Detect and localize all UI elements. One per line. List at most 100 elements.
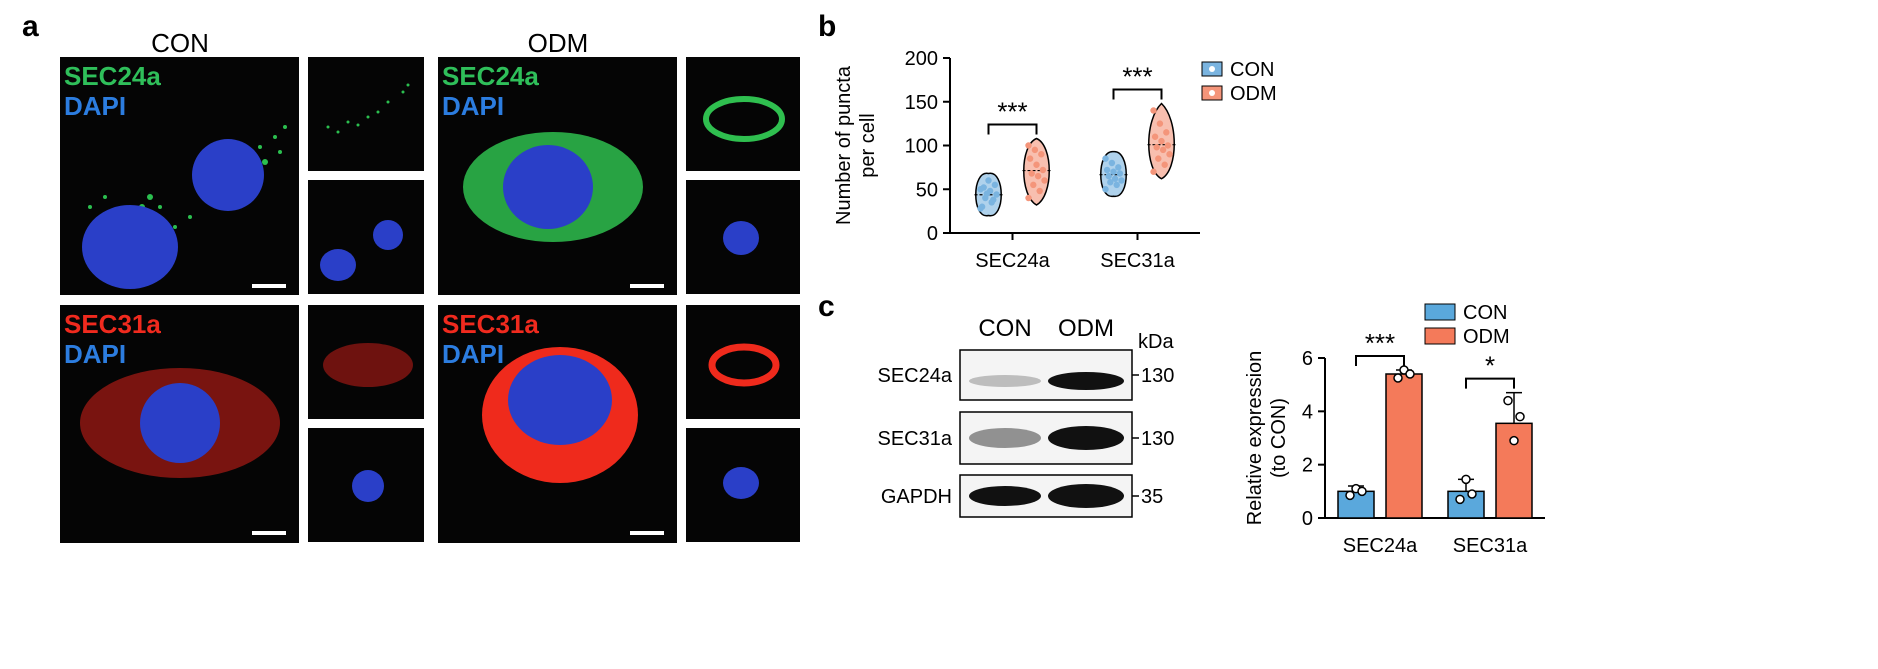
- kda-label: kDa: [1138, 331, 1174, 353]
- x-tick-label: SEC31a: [1453, 535, 1528, 557]
- mw-label: 130: [1141, 365, 1174, 387]
- significance-label: *: [1485, 351, 1495, 381]
- micrograph-con-sec31a-merge: [60, 305, 299, 543]
- micrograph-con-dapi-bottom: [308, 428, 424, 542]
- y-axis-label-line1: Number of puncta: [833, 65, 855, 225]
- data-point: [990, 196, 997, 203]
- data-point: [1041, 177, 1048, 184]
- band-con: [969, 486, 1041, 506]
- data-point: [1031, 146, 1039, 154]
- data-point: [1159, 146, 1167, 154]
- blot-row-label: SEC31a: [878, 428, 953, 450]
- legend-dot: [1209, 66, 1215, 72]
- micrograph-odm-sec24a-merge: [438, 57, 677, 295]
- data-point: [1025, 142, 1032, 149]
- data-point: [1150, 107, 1157, 114]
- data-point: [1150, 168, 1157, 175]
- data-point: [1405, 369, 1415, 379]
- y-tick-label: 2: [1302, 455, 1313, 477]
- label-odm-dapi-top: DAPI: [442, 91, 505, 121]
- data-point: [1105, 172, 1112, 180]
- data-point: [1026, 155, 1034, 162]
- band-odm: [1048, 426, 1124, 450]
- y-axis-label-line2: per cell: [857, 113, 879, 177]
- legend-dot: [1209, 90, 1215, 96]
- x-tick-label: SEC24a: [975, 250, 1050, 272]
- legend-label-odm: ODM: [1230, 83, 1277, 105]
- data-point: [1503, 395, 1513, 406]
- data-point: [977, 186, 984, 193]
- legend-swatch-con: [1424, 303, 1456, 321]
- data-point: [1166, 151, 1173, 158]
- band-odm: [1048, 372, 1124, 390]
- label-odm-dapi-bottom: DAPI: [442, 339, 505, 369]
- y-tick-label: 4: [1302, 401, 1313, 423]
- y-tick-label: 150: [905, 92, 938, 114]
- scale-bar-con-bottom: [252, 531, 286, 535]
- micrograph-odm-sec24a: [686, 57, 800, 171]
- label-con-dapi-top: DAPI: [64, 91, 127, 121]
- mw-label: 130: [1141, 428, 1174, 450]
- condition-label-odm: ODM: [527, 28, 589, 58]
- label-odm-sec31a: SEC31a: [442, 309, 539, 339]
- data-point: [1158, 137, 1165, 145]
- data-point: [1161, 161, 1168, 168]
- bar-odm-sec24a: [1385, 373, 1423, 519]
- data-point: [1357, 486, 1367, 497]
- blot-row-label: GAPDH: [881, 486, 952, 508]
- micrograph-odm-dapi-bottom: [686, 428, 800, 542]
- data-point: [1025, 194, 1032, 202]
- data-point: [1151, 133, 1159, 140]
- y-tick-label: 6: [1302, 348, 1313, 370]
- legend-label-con: CON: [1230, 59, 1274, 81]
- bar-con-sec31a: [1447, 490, 1485, 519]
- mw-label: 35: [1141, 486, 1163, 508]
- data-point: [1115, 164, 1122, 171]
- data-point: [1108, 159, 1116, 167]
- label-odm-sec24a: SEC24a: [442, 61, 539, 91]
- data-point: [1034, 172, 1042, 180]
- data-point: [1509, 435, 1519, 446]
- significance-label: ***: [1365, 328, 1395, 358]
- y-tick-label: 200: [905, 48, 938, 70]
- x-tick-label: SEC24a: [1343, 535, 1418, 557]
- micrograph-odm-dapi-top: [686, 180, 800, 294]
- label-con-sec31a: SEC31a: [64, 309, 161, 339]
- violin-chart: 0 50 100 150 200 Number of puncta per cell SEC2…: [833, 48, 1277, 272]
- data-point: [1515, 411, 1525, 422]
- data-point: [1038, 151, 1045, 158]
- blot-row-label: SEC24a: [878, 365, 953, 387]
- y-tick-label: 0: [927, 223, 938, 245]
- data-point: [1107, 179, 1114, 186]
- y-tick-label: 0: [1302, 508, 1313, 530]
- legend-label-con: CON: [1463, 302, 1507, 324]
- bar-odm-sec31a: [1495, 422, 1533, 519]
- x-tick-label: SEC31a: [1100, 250, 1175, 272]
- data-point: [1455, 494, 1465, 505]
- y-axis-label-line2: (to CON): [1268, 398, 1290, 478]
- data-point: [1102, 186, 1109, 193]
- significance-label: ***: [1122, 62, 1152, 92]
- legend-swatch-odm: [1424, 327, 1456, 345]
- label-con-sec24a: SEC24a: [64, 61, 161, 91]
- band-odm: [1048, 484, 1124, 508]
- lane-label-con: CON: [978, 315, 1031, 342]
- data-point: [1111, 175, 1119, 182]
- y-tick-label: 50: [916, 179, 938, 201]
- micrograph-con-sec24a-merge: [60, 57, 299, 295]
- lane-label-odm: ODM: [1058, 315, 1114, 342]
- band-con: [969, 375, 1041, 387]
- panel-b-letter: b: [818, 10, 837, 43]
- micrograph-odm-sec31a: [686, 305, 800, 419]
- data-point: [1033, 161, 1040, 168]
- data-point: [1116, 170, 1124, 177]
- data-point: [1028, 170, 1035, 177]
- data-point: [1467, 489, 1477, 499]
- significance-bracket: [1465, 377, 1515, 389]
- significance-bracket: [1355, 355, 1405, 366]
- data-point: [1164, 142, 1172, 149]
- western-blot: CON ODM kDa SEC24a 130 SEC31a 130 GAPDH 35: [878, 315, 1174, 518]
- y-tick-label: 100: [905, 136, 938, 158]
- data-point: [1153, 144, 1160, 151]
